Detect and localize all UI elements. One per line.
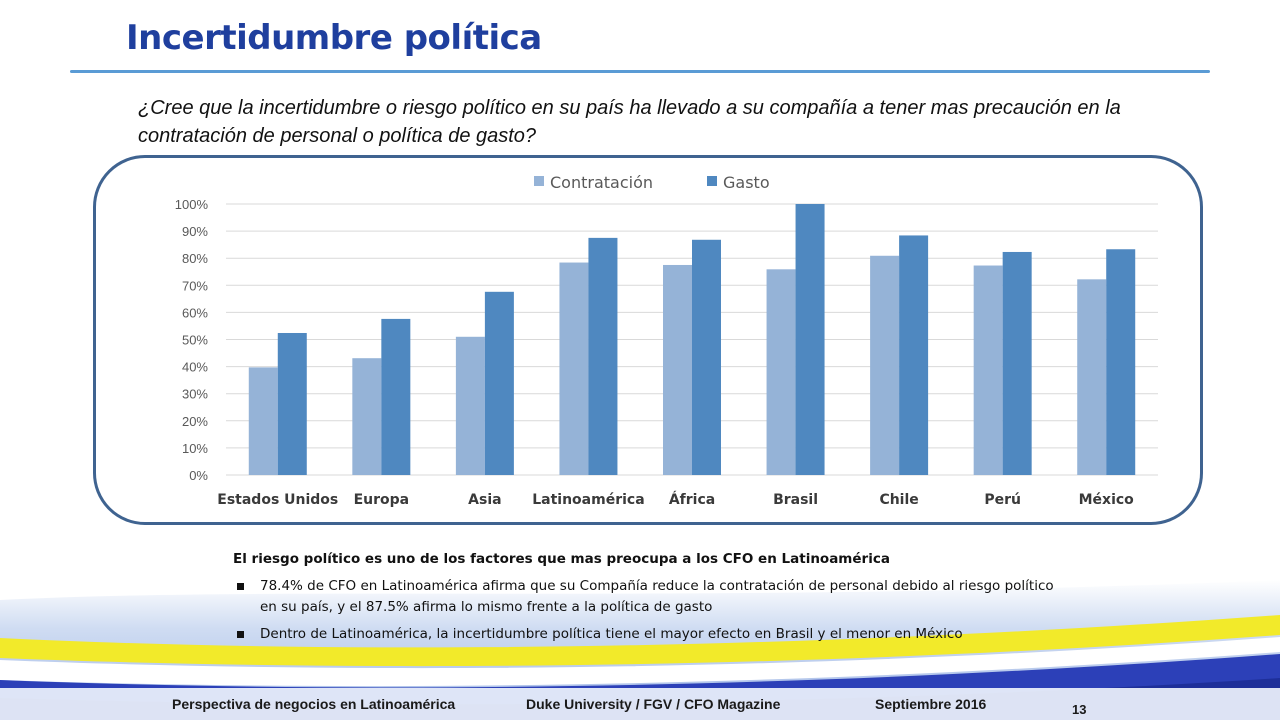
legend-label: Contratación (550, 173, 653, 192)
bar-gasto (692, 239, 721, 475)
summary-bullet-text: Dentro de Latinoamérica, la incertidumbr… (260, 626, 963, 642)
y-tick-label: 90% (182, 224, 208, 239)
x-category-label: Asia (468, 492, 501, 508)
bar-contratación (973, 265, 1003, 475)
bar-contratación (248, 367, 278, 475)
footer-report-name: Perspectiva de negocios en Latinoamérica (172, 696, 456, 712)
x-category-label: México (1079, 492, 1135, 508)
y-tick-label: 60% (182, 305, 208, 320)
bar-gasto (484, 291, 514, 475)
x-category-label: África (669, 491, 715, 508)
bar-contratación (766, 269, 796, 475)
y-tick-label: 30% (182, 387, 208, 402)
x-category-label: Latinoamérica (532, 492, 644, 508)
x-category-label: Perú (984, 492, 1021, 508)
summary-bullet-text: 78.4% de CFO en Latinoamérica afirma que… (260, 578, 1054, 615)
bar-gasto (588, 237, 618, 475)
bar-gasto (381, 318, 411, 475)
bullet-square-icon (237, 631, 244, 638)
bar-gasto (1002, 251, 1032, 475)
bar-gasto (899, 235, 929, 475)
y-tick-label: 0% (189, 468, 208, 483)
y-tick-label: 100% (175, 197, 209, 212)
bar-contratación (559, 262, 589, 475)
decorative-wave-band (0, 580, 1280, 720)
bar-contratación (1077, 279, 1107, 475)
footer-source: Duke University / FGV / CFO Magazine (526, 696, 781, 712)
page-title: Incertidumbre política (126, 18, 542, 58)
legend-swatch (534, 176, 544, 186)
y-tick-label: 50% (182, 333, 208, 348)
x-category-label: Estados Unidos (217, 492, 338, 508)
y-tick-label: 10% (182, 441, 208, 456)
bar-gasto (1106, 249, 1136, 475)
summary-heading: El riesgo político es uno de los factore… (233, 551, 890, 567)
legend-label: Gasto (723, 173, 770, 192)
legend-swatch (707, 176, 717, 186)
footer-date: Septiembre 2016 (875, 696, 987, 712)
y-tick-label: 80% (182, 251, 208, 266)
y-tick-label: 20% (182, 414, 208, 429)
bullet-square-icon (237, 583, 244, 590)
summary-bullet: Dentro de Latinoamérica, la incertidumbr… (233, 624, 1063, 645)
page-number: 13 (1072, 702, 1087, 717)
chart-frame (93, 155, 1203, 525)
x-category-label: Chile (879, 492, 918, 508)
y-tick-label: 70% (182, 278, 208, 293)
summary-bullet: 78.4% de CFO en Latinoamérica afirma que… (233, 576, 1063, 618)
title-underline (70, 70, 1210, 73)
bar-gasto (795, 204, 825, 475)
x-category-label: Europa (354, 492, 410, 508)
y-tick-label: 40% (182, 360, 208, 375)
bar-contratación (455, 336, 485, 475)
bar-contratación (663, 264, 692, 475)
bar-contratación (870, 255, 900, 475)
summary-block: El riesgo político es uno de los factore… (233, 550, 1063, 651)
x-category-label: Brasil (773, 492, 818, 508)
survey-question: ¿Cree que la incertidumbre o riesgo polí… (138, 97, 1121, 147)
bar-gasto (277, 332, 307, 475)
bar-contratación (352, 358, 382, 475)
